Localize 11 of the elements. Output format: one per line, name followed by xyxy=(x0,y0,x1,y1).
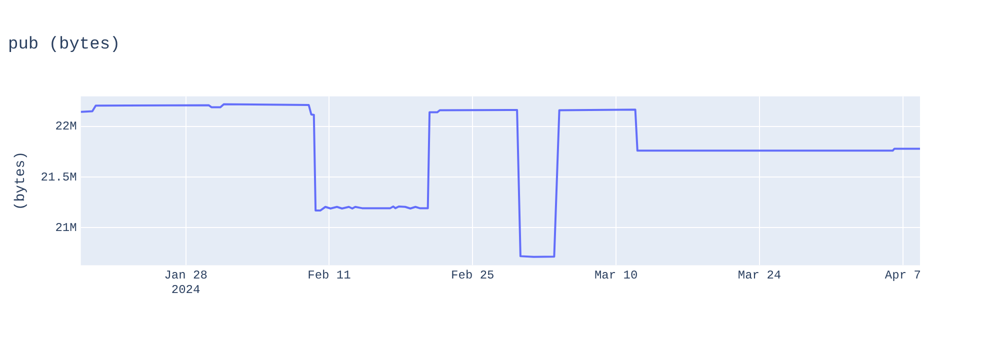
y-axis-title: (bytes) xyxy=(13,151,30,210)
x-tick-label: Mar 24 xyxy=(738,268,782,283)
x-tick-label: Mar 10 xyxy=(594,268,638,283)
y-tick-label: 22M xyxy=(55,120,77,134)
y-tick-label: 21.5M xyxy=(40,170,77,184)
x-tick-label: Feb 11 xyxy=(308,268,351,283)
x-tick-label: Feb 25 xyxy=(451,268,494,283)
chart-title: pub (bytes) xyxy=(8,36,120,55)
y-tick-label: 21M xyxy=(55,220,77,235)
x-tick-label: Apr 7 xyxy=(884,268,921,283)
x-tick-label: Jan 28 2024 xyxy=(164,268,208,297)
